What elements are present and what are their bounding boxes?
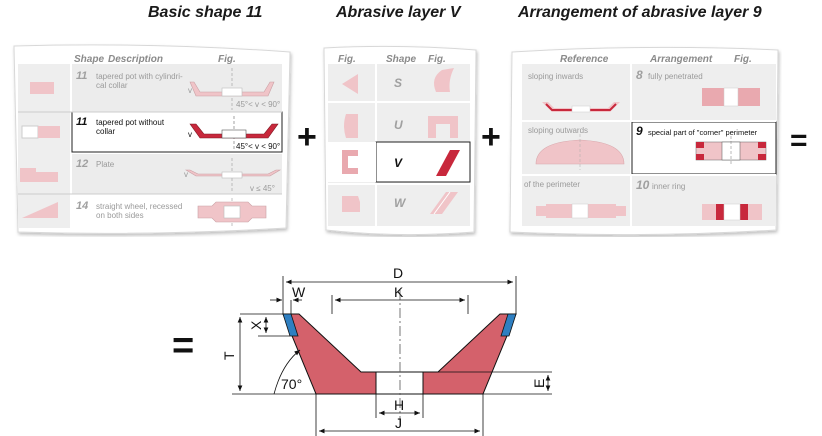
- row-2-angle: 45°< v < 90°: [236, 142, 281, 151]
- dimension-h: [375, 394, 424, 418]
- plus-operator-2: +: [481, 118, 501, 156]
- dimension-e: [423, 371, 552, 395]
- basic-shape-card: Shape Description Fig. 11 tapered pot wi…: [0, 42, 296, 237]
- abrasive-layer-right: [500, 313, 517, 337]
- row-3-angle: v ≤ 45°: [250, 184, 275, 193]
- label-d: D: [393, 265, 403, 281]
- abrasive-shape-s: S: [394, 76, 403, 90]
- arr-ref-2: sloping outwards: [528, 126, 589, 135]
- row-1-v: v: [188, 86, 192, 95]
- dimension-x: [258, 317, 290, 337]
- col-description-header: Description: [108, 54, 164, 65]
- row-1-angle: 45°< v < 90°: [236, 100, 281, 109]
- abrasive-shape-u: U: [394, 118, 403, 132]
- dimension-angle: [273, 349, 301, 395]
- label-k: K: [394, 284, 404, 300]
- arr-ref-1: sloping inwards: [528, 72, 584, 81]
- label-j: J: [395, 415, 402, 431]
- row-3-description: Plate: [96, 160, 115, 169]
- abrasive-col-fig-header: Fig.: [338, 54, 356, 65]
- row-1-number: 11: [76, 70, 88, 82]
- equals-operator-1: =: [790, 124, 808, 157]
- arr-col-reference-header: Reference: [560, 54, 609, 65]
- arr-col-fig-header: Fig.: [734, 54, 752, 65]
- shape-14-figure: [197, 198, 267, 226]
- arr-desc-9: special part of "corner" perimeter: [648, 128, 758, 137]
- abrasive-col-fig2-header: Fig.: [428, 54, 446, 65]
- arrangement-card-graphic: [509, 46, 779, 236]
- row-2-description: tapered pot without collar: [96, 118, 165, 136]
- dimension-j: [315, 394, 484, 436]
- abrasive-layer-card: Fig. Shape Fig. S U V W: [318, 42, 480, 237]
- heading-abrasive-layer: Abrasive layer V: [336, 4, 461, 21]
- label-x: X: [248, 320, 264, 330]
- label-angle: 70°: [281, 376, 302, 392]
- shape-11-collar-figure: [189, 68, 275, 110]
- row-3-v: v: [184, 170, 188, 179]
- wheel-body: [282, 313, 517, 395]
- arr-num-9: 9: [636, 124, 643, 138]
- equals-operator-2: =: [172, 325, 195, 367]
- row-4-number: 14: [76, 200, 89, 212]
- row-3-number: 12: [76, 158, 89, 170]
- abrasive-layer-card-graphic: [323, 45, 477, 236]
- label-w: W: [292, 284, 306, 300]
- arr-num-8: 8: [636, 68, 643, 82]
- arr-ref-3: of the perimeter: [524, 180, 581, 189]
- abrasive-layer-left: [282, 313, 299, 337]
- shape-11-selected-figure: [189, 116, 279, 150]
- arr-desc-8: fully penetrated: [648, 72, 703, 81]
- dimension-w: [270, 297, 302, 314]
- label-e: E: [531, 379, 547, 388]
- plus-operator-1: +: [297, 118, 317, 156]
- abrasive-shape-w: W: [394, 196, 406, 210]
- col-fig-header: Fig.: [218, 54, 236, 65]
- arr-col-arrangement-header: Arrangement: [650, 54, 713, 65]
- arr-desc-10: inner ring: [652, 182, 686, 191]
- dimension-d: [282, 276, 517, 314]
- shape-12-figure: [184, 158, 282, 192]
- col-shape-header: Shape: [74, 54, 105, 65]
- row-2-v: v: [188, 130, 192, 139]
- row-4-description: straight wheel, recessed on both sides: [96, 202, 183, 220]
- abrasive-col-shape-header: Shape: [386, 54, 417, 65]
- dimension-k: [331, 295, 469, 314]
- heading-arrangement: Arrangement of abrasive layer 9: [518, 4, 762, 21]
- row-1-description: tapered pot with cylindri-cal collar: [96, 72, 183, 90]
- label-t: T: [221, 351, 237, 360]
- arr-num-10: 10: [636, 178, 650, 192]
- arrangement-card: Reference Arrangement Fig. sloping inwar…: [506, 42, 782, 237]
- heading-basic-shape: Basic shape 11: [148, 4, 263, 21]
- label-h: H: [394, 397, 404, 413]
- row-2-number: 11: [76, 116, 88, 128]
- abrasive-shape-v: V: [394, 156, 403, 170]
- basic-shape-card-graphic: [13, 44, 291, 234]
